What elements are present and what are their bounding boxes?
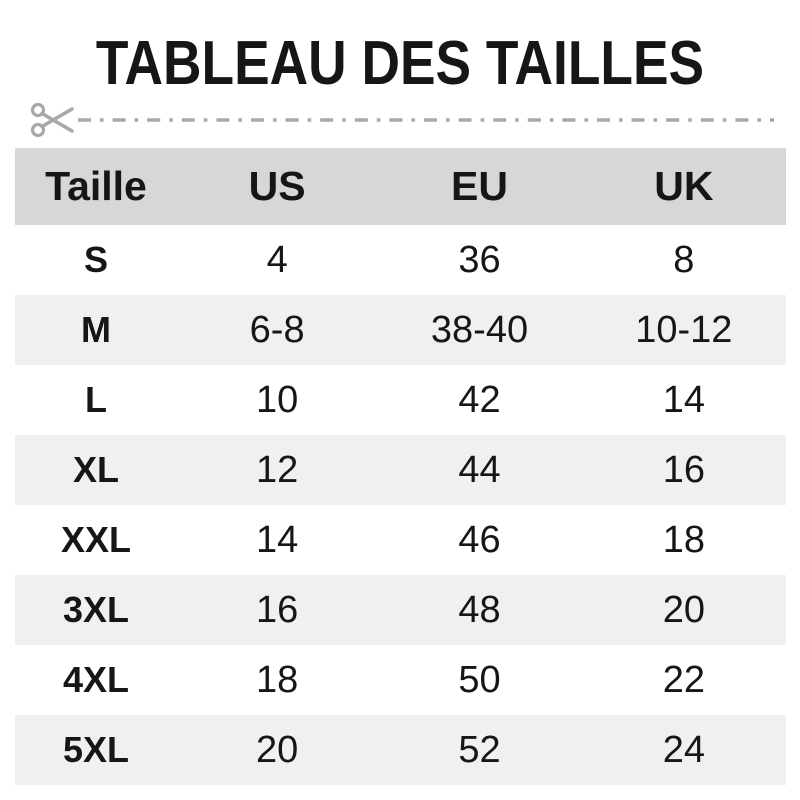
header-cell-eu: EU [377, 148, 582, 225]
table-row: XXL 14 46 18 [15, 505, 786, 575]
uk-value-cell: 24 [662, 728, 705, 771]
eu-value-cell: 42 [458, 378, 501, 421]
table-header-row: Taille US EU UK [15, 148, 786, 225]
us-value-cell: 16 [255, 588, 299, 631]
uk-value-cell: 8 [673, 238, 695, 281]
us-value-cell: 6-8 [249, 308, 305, 351]
uk-value-cell: 10-12 [635, 308, 733, 351]
us-value-cell: 12 [255, 448, 299, 491]
header-cell-uk: UK [581, 148, 786, 225]
size-cell: 5XL [62, 729, 129, 770]
size-chart-page: TABLEAU DES TAILLES Taille US EU UK S [0, 30, 800, 800]
us-value-cell: 20 [255, 728, 299, 771]
table-row: 5XL 20 52 24 [15, 715, 786, 785]
cut-here-line [30, 100, 774, 140]
table-row: 4XL 18 50 22 [15, 645, 786, 715]
table-row: M 6-8 38-40 10-12 [15, 295, 786, 365]
eu-value-cell: 48 [458, 588, 501, 631]
uk-value-cell: 14 [662, 378, 705, 421]
page-title: TABLEAU DES TAILLES [95, 29, 705, 98]
uk-value-cell: 16 [662, 448, 705, 491]
eu-value-cell: 44 [458, 448, 501, 491]
us-value-cell: 14 [255, 518, 299, 561]
size-cell: 4XL [62, 659, 129, 700]
eu-value-cell: 36 [458, 238, 501, 281]
us-value-cell: 18 [255, 658, 299, 701]
size-cell: 3XL [62, 589, 129, 630]
dash-dot-line [78, 118, 774, 122]
header-cell-taille: Taille [15, 148, 177, 225]
eu-value-cell: 46 [458, 518, 501, 561]
table-row: 3XL 16 48 20 [15, 575, 786, 645]
size-cell: L [84, 379, 107, 420]
uk-value-cell: 18 [662, 518, 705, 561]
eu-value-cell: 50 [458, 658, 501, 701]
table-row: XL 12 44 16 [15, 435, 786, 505]
size-table: Taille US EU UK S 4 36 8 M 6-8 38-40 10-… [15, 148, 786, 785]
eu-value-cell: 38-40 [430, 308, 529, 351]
uk-value-cell: 20 [662, 588, 705, 631]
table-row: L 10 42 14 [15, 365, 786, 435]
size-cell: S [83, 239, 108, 280]
size-cell: M [80, 309, 111, 350]
uk-value-cell: 22 [662, 658, 705, 701]
size-cell: XL [72, 449, 119, 490]
us-value-cell: 10 [255, 378, 299, 421]
eu-value-cell: 52 [458, 728, 501, 771]
size-cell: XXL [60, 519, 131, 560]
table-row: S 4 36 8 [15, 225, 786, 295]
scissors-icon [30, 102, 74, 138]
header-cell-us: US [176, 148, 378, 225]
us-value-cell: 4 [266, 238, 288, 281]
